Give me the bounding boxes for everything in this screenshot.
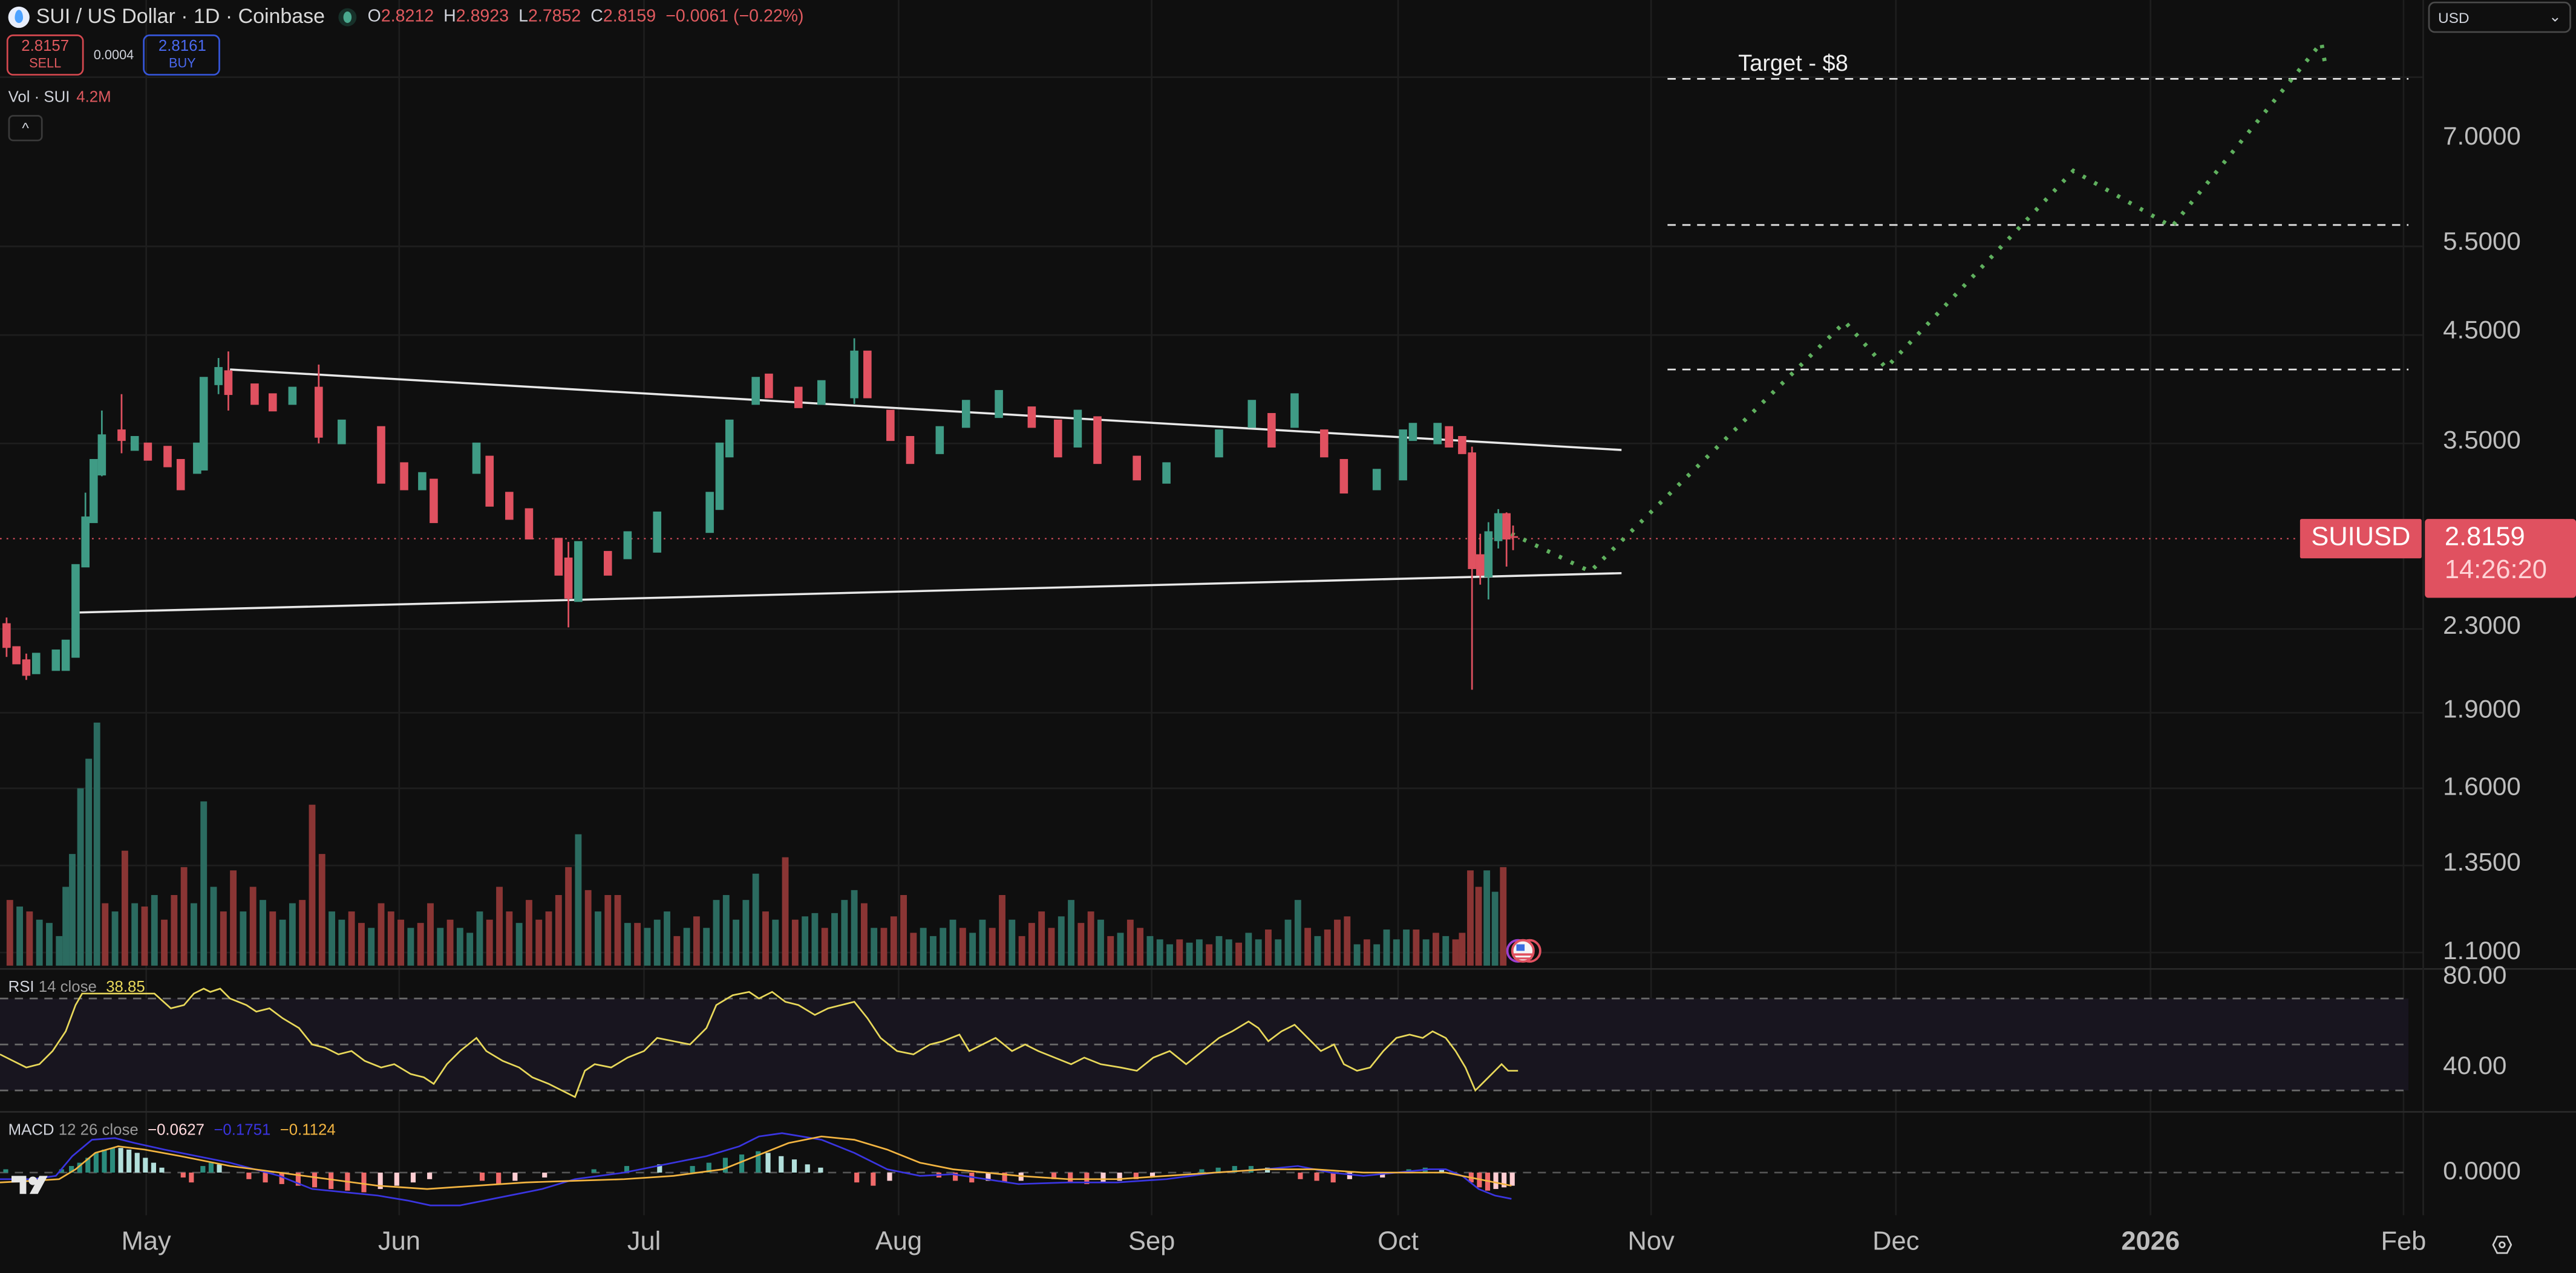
sui-logo-icon [8,5,30,27]
time-tick: Sep [1128,1228,1175,1257]
last-price-tag: 2.8159 14:26:20 [2425,519,2576,598]
currency-select[interactable]: USD ⌄ [2428,1,2571,33]
time-tick: Jun [378,1228,420,1257]
price-tick: 1.6000 [2443,773,2521,802]
price-tick: 2.3000 [2443,612,2521,641]
volume-legend[interactable]: Vol · SUI 4.2M [8,88,111,107]
chevron-up-icon: ^ [22,120,29,137]
time-tick: Aug [875,1228,923,1257]
tradingview-logo-icon[interactable] [10,1171,49,1197]
time-tick: Nov [1627,1228,1675,1257]
spread-value: 0.0004 [93,47,134,63]
trade-buttons: 2.8157 SELL 0.0004 2.8161 BUY [6,34,221,76]
market-status-icon[interactable] [338,7,356,26]
rsi-legend[interactable]: RSI 14 close 38.85 [8,978,145,997]
price-tick: 4.5000 [2443,317,2521,345]
time-tick: Jul [627,1228,661,1257]
time-tick: Dec [1872,1228,1920,1257]
price-tick: 5.5000 [2443,228,2521,256]
symbol-legend[interactable]: SUI / US Dollar · 1D · Coinbase O2.8212 … [8,5,804,28]
collapse-legend-button[interactable]: ^ [8,115,43,142]
chart-settings-icon[interactable] [2492,1235,2512,1255]
rsi-tick: 80.00 [2443,962,2507,991]
us-economic-event-icon[interactable] [1503,938,1546,964]
time-tick-year: 2026 [2121,1228,2180,1257]
buy-button[interactable]: 2.8161 BUY [143,34,221,76]
price-tick: 7.0000 [2443,123,2521,151]
time-tick: May [121,1228,171,1257]
price-tick: 3.5000 [2443,427,2521,455]
time-tick: Oct [1378,1228,1419,1257]
symbol-price-tag: SUIUSD [2300,519,2422,559]
sell-button[interactable]: 2.8157 SELL [6,34,84,76]
macd-legend[interactable]: MACD 12 26 close −0.0627 −0.1751 −0.1124 [8,1121,336,1140]
symbol-title[interactable]: SUI / US Dollar · 1D · Coinbase [36,5,325,28]
rsi-tick: 40.00 [2443,1052,2507,1081]
change-value: −0.0061 (−0.22%) [665,6,804,27]
target-annotation[interactable]: Target - $8 [1738,49,1848,76]
macd-tick: 0.0000 [2443,1157,2521,1186]
chevron-down-icon: ⌄ [2549,8,2561,25]
bar-countdown: 14:26:20 [2444,556,2547,585]
ohlc-values: O2.8212 H2.8923 L2.7852 C2.8159 −0.0061 … [367,6,804,27]
price-tick: 1.9000 [2443,696,2521,724]
price-tick: 1.3500 [2443,848,2521,877]
time-tick: Feb [2381,1228,2427,1257]
price-tick: 1.1000 [2443,937,2521,966]
